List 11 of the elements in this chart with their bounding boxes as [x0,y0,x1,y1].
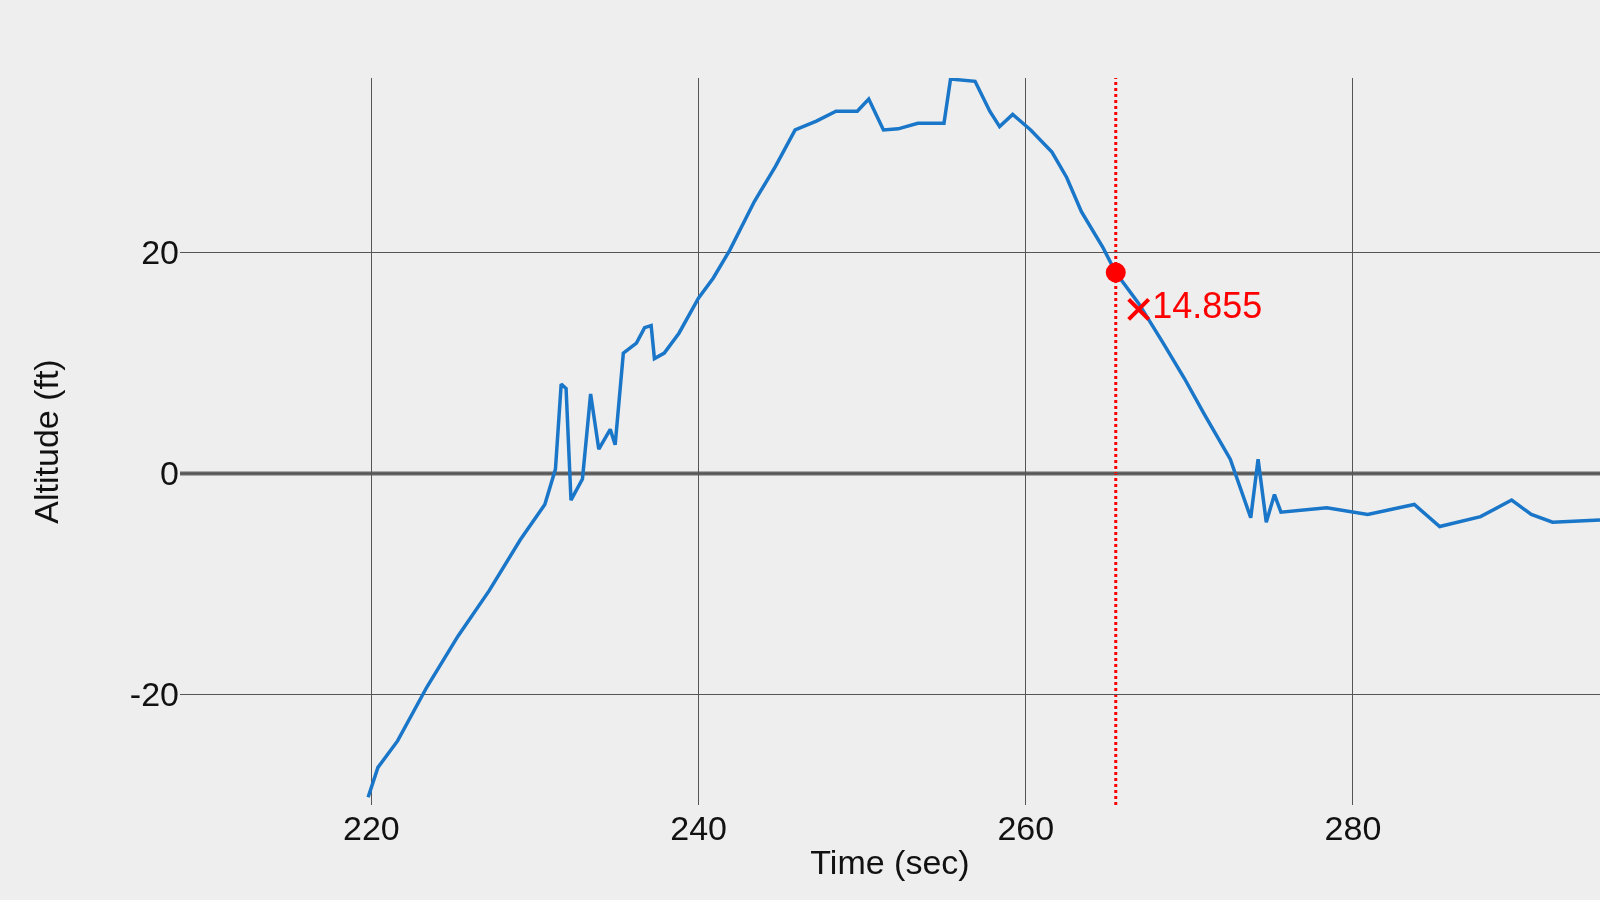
data-label: 14.855 [1152,285,1263,327]
y-axis-title: Altitude (ft) [27,359,66,524]
x-tick-label: 280 [1324,809,1382,847]
y-tick-label: 0 [160,454,179,493]
y-tick-label: 20 [141,233,179,272]
x-axis-title: Time (sec) [810,843,970,882]
x-tick-label: 220 [343,809,400,847]
line-series [366,78,1600,800]
y-tick-label: -20 [129,675,179,714]
x-tick-label: 240 [670,809,727,847]
x-tick-label: 260 [997,809,1055,847]
